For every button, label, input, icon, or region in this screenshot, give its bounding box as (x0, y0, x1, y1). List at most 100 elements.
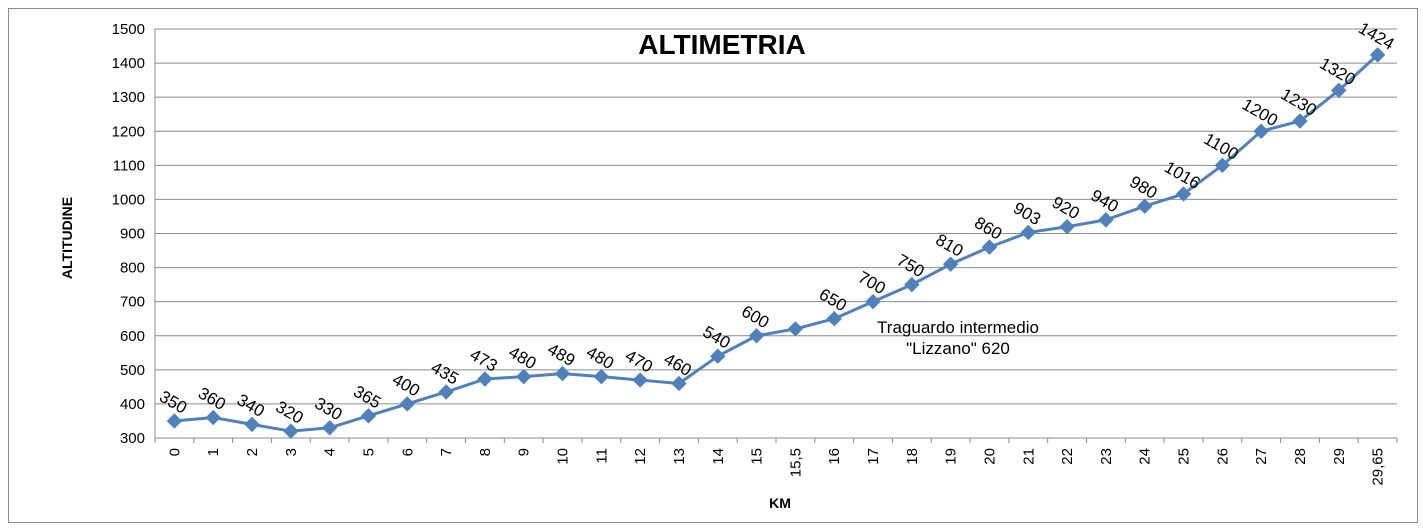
data-label: 600 (738, 302, 772, 333)
data-point-marker (554, 365, 571, 382)
data-label: 700 (855, 268, 889, 299)
annotation-line-2: "Lizzano" 620 (906, 339, 1010, 358)
data-point-marker (1369, 47, 1386, 63)
data-point-marker (1331, 82, 1347, 99)
data-label: 1100 (1201, 129, 1242, 164)
series-layer (166, 47, 1386, 439)
y-tick-label: 1400 (112, 55, 145, 72)
grid-layer (155, 28, 1397, 405)
data-label: 940 (1088, 186, 1122, 217)
x-tick-label: 27 (1253, 448, 1270, 465)
y-tick-label: 1300 (112, 89, 145, 106)
x-tick-label: 15,5 (787, 448, 804, 477)
data-point-marker (205, 409, 221, 426)
data-label: 320 (273, 397, 307, 428)
data-label: 400 (389, 370, 423, 401)
y-tick-label: 1000 (112, 191, 145, 208)
data-point-marker (942, 256, 959, 272)
data-label: 810 (932, 230, 966, 261)
y-tick-label: 1200 (112, 123, 145, 140)
x-tick-label: 17 (865, 448, 882, 465)
x-tick-label: 23 (1098, 448, 1115, 465)
y-tick-label: 300 (120, 430, 145, 447)
data-label: 489 (544, 339, 578, 370)
y-tick-label: 400 (120, 396, 145, 413)
data-label: 435 (428, 358, 462, 389)
y-tick-label: 800 (120, 260, 145, 277)
x-tick-label: 16 (826, 448, 843, 465)
data-label: 920 (1049, 193, 1083, 224)
data-label: 470 (622, 346, 656, 377)
data-point-marker (865, 293, 881, 310)
data-point-marker (1253, 123, 1269, 139)
x-tick-label: 28 (1292, 448, 1309, 465)
data-label: 365 (350, 382, 384, 413)
data-label-layer: 350 360 340 320 330 365 400 435 473 480 489 480 470 4… (156, 18, 1397, 427)
data-point-marker (1098, 212, 1114, 228)
x-tick-label: 22 (1059, 448, 1076, 465)
chart-frame (8, 8, 1418, 523)
y-tick-label: 1500 (112, 21, 145, 38)
data-point-marker (632, 372, 648, 388)
data-label: 473 (467, 345, 501, 376)
x-tick-label: 15 (749, 448, 766, 465)
y-axis-label: ALTITUDINE (59, 197, 75, 279)
y-tick-label: 900 (120, 226, 145, 243)
x-tick-label: 0 (166, 448, 183, 456)
data-label: 540 (699, 322, 733, 353)
data-point-marker (593, 368, 610, 385)
data-label: 360 (195, 383, 229, 414)
data-label: 350 (156, 387, 190, 418)
data-point-marker (166, 413, 183, 429)
axis-layer: 3004005006007008009001000110012001300140… (112, 21, 1398, 486)
x-tick-label: 10 (555, 448, 572, 465)
data-label: 480 (583, 343, 617, 374)
x-tick-label: 25 (1176, 448, 1193, 465)
x-tick-label: 7 (438, 448, 455, 456)
data-point-marker (981, 239, 998, 255)
y-tick-label: 600 (120, 328, 145, 345)
data-point-marker (1214, 157, 1231, 174)
data-point-marker (1292, 113, 1308, 129)
data-point-marker (904, 276, 920, 293)
x-tick-label: 18 (904, 448, 921, 465)
x-tick-label: 21 (1020, 448, 1037, 465)
series-line (174, 53, 1379, 433)
x-tick-label: 4 (322, 448, 339, 456)
x-tick-label: 14 (710, 448, 727, 465)
data-point-marker (438, 384, 454, 400)
data-point-marker (710, 348, 726, 364)
x-tick-label: 2 (244, 448, 261, 456)
y-tick-label: 1100 (113, 157, 145, 174)
data-label: 340 (234, 390, 268, 421)
data-label: 480 (505, 343, 539, 374)
data-point-marker (1137, 198, 1153, 214)
x-tick-label: 29 (1331, 448, 1348, 465)
annotation-line-1: Traguardo intermedio (877, 318, 1039, 337)
x-tick-label: 19 (943, 448, 960, 465)
data-label: 650 (816, 285, 850, 316)
x-tick-label: 5 (360, 448, 377, 456)
data-point-marker (748, 328, 765, 344)
x-tick-label: 13 (671, 448, 688, 465)
x-tick-label: 1 (205, 448, 222, 456)
x-tick-label: 29,65 (1370, 448, 1387, 486)
data-point-marker (516, 368, 532, 385)
x-tick-label: 9 (516, 448, 533, 456)
data-point-marker (787, 321, 804, 337)
data-label: 750 (894, 251, 928, 282)
x-tick-label: 26 (1214, 448, 1231, 465)
data-point-marker (283, 423, 299, 439)
x-tick-label: 3 (283, 448, 300, 456)
x-tick-label: 11 (593, 448, 610, 464)
data-point-marker (244, 416, 260, 433)
x-tick-label: 8 (477, 448, 494, 456)
x-tick-label: 20 (981, 448, 998, 465)
data-label: 980 (1126, 172, 1160, 203)
data-label: 330 (311, 394, 345, 425)
y-tick-label: 700 (120, 294, 145, 311)
x-tick-label: 6 (399, 448, 416, 456)
data-point-marker (1175, 186, 1192, 202)
data-label: 903 (1010, 198, 1044, 229)
